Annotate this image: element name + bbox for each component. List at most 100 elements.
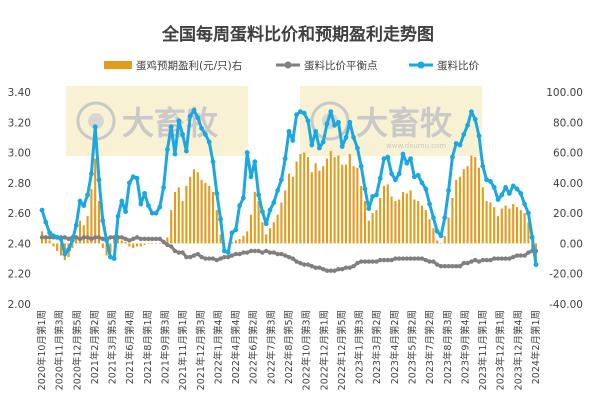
- ratio-point: [393, 177, 398, 183]
- x-tick-label: 2021年12月第3周: [195, 310, 207, 390]
- profit-bar: [272, 222, 275, 244]
- legend-label-ratio: 蛋料比价: [437, 59, 479, 72]
- profit-bar: [500, 208, 503, 244]
- profit-bar: [56, 243, 59, 251]
- breakeven-point: [199, 254, 204, 260]
- profit-bar: [109, 243, 112, 253]
- ratio-point: [339, 144, 345, 149]
- profit-bar: [52, 243, 55, 247]
- ratio-point: [423, 186, 429, 192]
- ratio-point: [260, 209, 265, 215]
- breakeven-point: [233, 251, 238, 257]
- profit-bar: [493, 207, 496, 244]
- ratio-point: [184, 148, 189, 154]
- profit-bar: [341, 164, 344, 244]
- y-right-tick-label: 20.00: [553, 208, 583, 220]
- profit-bar: [158, 243, 161, 244]
- x-tick-label: 2022年8月第5周: [283, 310, 295, 384]
- breakeven-point: [480, 257, 485, 263]
- y-right-tick-label: -40.00: [549, 299, 583, 311]
- breakeven-point: [465, 260, 470, 266]
- y-right-tick-label: 40.00: [553, 178, 583, 190]
- breakeven-point: [150, 236, 155, 242]
- breakeven-point: [256, 248, 261, 254]
- profit-bar: [329, 151, 332, 244]
- ratio-point: [263, 221, 269, 227]
- ratio-point: [446, 188, 451, 193]
- profit-bar: [462, 169, 465, 244]
- breakeven-point: [146, 236, 151, 242]
- x-tick-label: 2022年12月第1周: [318, 310, 330, 390]
- ratio-point: [469, 109, 474, 115]
- ratio-point: [522, 201, 527, 207]
- profit-bar: [44, 235, 47, 244]
- ratio-point: [366, 206, 372, 212]
- breakeven-point: [74, 235, 79, 240]
- breakeven-point: [442, 263, 447, 269]
- ratio-point: [172, 151, 178, 157]
- breakeven-point: [321, 266, 326, 272]
- breakeven-point: [165, 242, 170, 248]
- breakeven-point: [336, 266, 341, 272]
- x-tick-label: 2023年3月第2周: [371, 310, 383, 384]
- breakeven-point: [290, 256, 295, 261]
- profit-bar: [215, 210, 218, 244]
- ratio-point: [434, 228, 440, 234]
- breakeven-point: [188, 254, 193, 260]
- breakeven-point: [153, 236, 159, 242]
- profit-bar: [485, 201, 488, 244]
- ratio-point: [267, 207, 273, 213]
- profit-bar: [143, 243, 146, 245]
- x-tick-label: 2021年11月第1周: [177, 310, 189, 390]
- profit-bar: [105, 243, 108, 256]
- legend-marker-breakeven: [284, 61, 292, 69]
- breakeven-point: [47, 235, 52, 240]
- legend: 蛋鸡预期盈利(元/只)右 蛋料比价平衡点 蛋料比价: [104, 59, 479, 72]
- breakeven-point: [241, 250, 246, 255]
- breakeven-point: [332, 268, 337, 273]
- x-tick-label: 2023年12月第4周: [512, 310, 524, 390]
- ratio-point: [153, 210, 159, 216]
- ratio-point: [100, 218, 106, 224]
- ratio-point: [294, 112, 299, 118]
- ratio-point: [495, 197, 501, 202]
- profit-bar: [348, 154, 351, 244]
- ratio-point: [206, 139, 212, 145]
- breakeven-point: [305, 262, 311, 267]
- breakeven-point: [309, 263, 314, 269]
- profit-bar: [113, 238, 116, 244]
- ratio-point: [146, 203, 151, 208]
- profit-bar: [439, 243, 443, 244]
- profit-bar: [367, 220, 370, 244]
- profit-bar: [322, 166, 325, 244]
- breakeven-point: [469, 259, 474, 264]
- x-tick-label: 2022年10月第3周: [301, 310, 313, 390]
- x-tick-label: 2020年12月第5周: [71, 310, 83, 390]
- profit-bar: [455, 179, 458, 244]
- ratio-point: [526, 210, 531, 216]
- ratio-point: [313, 128, 318, 134]
- y-left-tick-label: 2.00: [8, 299, 31, 311]
- breakeven-point: [245, 250, 250, 255]
- ratio-point: [404, 160, 410, 166]
- profit-bar: [409, 190, 412, 244]
- breakeven-point: [374, 259, 379, 264]
- profit-bar: [508, 208, 511, 244]
- breakeven-point: [366, 259, 371, 264]
- breakeven-point: [93, 235, 98, 240]
- y-axis-right: -40.00 -20.00 0.00 20.00 40.00 60.00 80.00 100.…: [546, 87, 583, 311]
- y-left-tick-label: 3.00: [8, 148, 31, 160]
- ratio-point: [431, 215, 436, 221]
- profit-bar: [405, 193, 408, 244]
- profit-bar: [310, 172, 313, 244]
- ratio-point: [328, 109, 334, 115]
- profit-bar: [94, 158, 97, 244]
- ratio-point: [161, 185, 167, 190]
- profit-bar: [192, 169, 196, 244]
- profit-bar: [48, 240, 51, 244]
- profit-bar: [173, 191, 177, 244]
- profit-bar: [451, 198, 454, 244]
- ratio-point: [108, 254, 113, 260]
- breakeven-point: [389, 257, 394, 263]
